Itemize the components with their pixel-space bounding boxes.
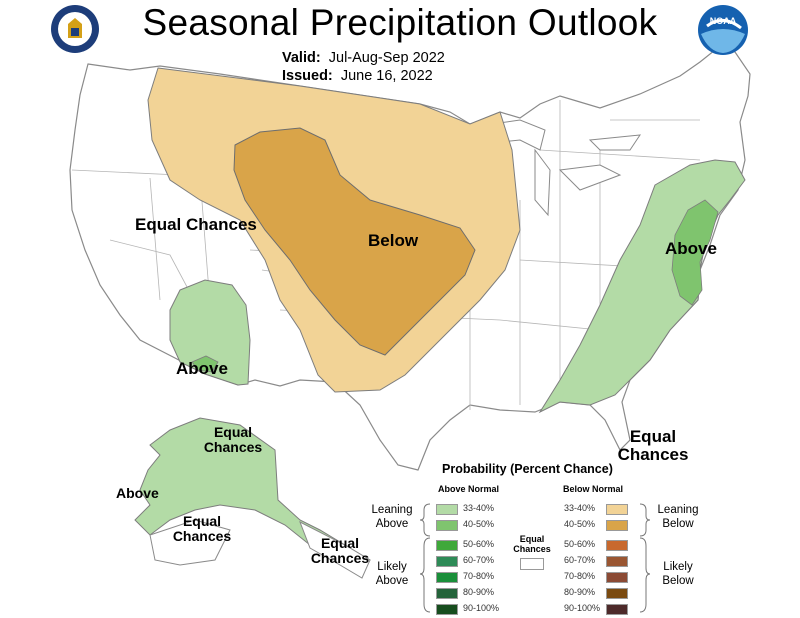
below-swatch-4: [606, 572, 628, 583]
above-swatch-label-4: 70-80%: [463, 571, 495, 581]
map-title: Seasonal Precipitation Outlook: [142, 2, 658, 43]
below-swatch-label-6: 90-100%: [564, 603, 601, 613]
above-swatch-1: [436, 520, 458, 531]
above-swatch-label-1: 40-50%: [463, 519, 495, 529]
label-alaska-above: Above: [116, 485, 159, 501]
valid-label: Valid:: [282, 50, 321, 66]
label-alaska-southeast-equal-chances: Equal Chances: [310, 535, 370, 567]
below-swatch-label-0: 33-40%: [564, 503, 596, 513]
above-swatch-label-3: 60-70%: [463, 555, 495, 565]
below-swatch-label-5: 80-90%: [564, 587, 596, 597]
label-east-above: Above: [665, 239, 717, 258]
legend-equal-chances-label: Equal Chances: [513, 534, 551, 555]
department-of-commerce-seal-icon: [51, 5, 99, 53]
below-swatch-1: [606, 520, 628, 531]
above-swatch-2: [436, 540, 458, 551]
above-swatch-label-5: 80-90%: [463, 587, 495, 597]
above-swatch-5: [436, 588, 458, 599]
below-swatch-label-3: 60-70%: [564, 555, 596, 565]
above-east-40-50-region: [671, 199, 719, 306]
legend-likely-above: Likely Above: [375, 561, 409, 588]
legend-above-header: Above Normal: [438, 484, 500, 494]
label-alaska-south-equal-chances: Equal Chances: [172, 513, 232, 545]
above-southwest-40-50-region: [191, 355, 219, 373]
below-swatch-label-1: 40-50%: [564, 519, 596, 529]
noaa-logo-icon: NOAA: [698, 5, 748, 55]
above-swatch-label-0: 33-40%: [463, 503, 495, 513]
below-swatch-2: [606, 540, 628, 551]
below-swatch-6: [606, 604, 628, 615]
above-swatch-4: [436, 572, 458, 583]
label-southwest-above: Above: [176, 359, 228, 378]
alaska-panhandle: [299, 520, 371, 579]
legend-braces: [419, 503, 651, 613]
below-swatch-label-2: 50-60%: [564, 539, 596, 549]
above-swatch-0: [436, 504, 458, 515]
legend-leaning-below: Leaning Below: [657, 504, 699, 531]
label-central-below: Below: [368, 231, 419, 250]
valid-period: Valid: Jul-Aug-Sep 2022: [282, 50, 445, 66]
label-alaska-north-equal-chances: Equal Chances: [203, 424, 263, 456]
legend-likely-below: Likely Below: [662, 561, 694, 588]
label-west-equal-chances: Equal Chances: [135, 215, 257, 234]
legend-title: Probability (Percent Chance): [442, 462, 613, 476]
legend-leaning-above: Leaning Above: [371, 504, 413, 531]
valid-value: Jul-Aug-Sep 2022: [328, 50, 445, 66]
below-swatch-3: [606, 556, 628, 567]
great-lakes: [484, 119, 642, 217]
below-swatch-label-4: 70-80%: [564, 571, 596, 581]
legend-below-header: Below Normal: [563, 484, 624, 494]
below-40-50-region: [233, 127, 476, 356]
below-swatch-0: [606, 504, 628, 515]
issued-date: Issued: June 16, 2022: [282, 68, 433, 84]
legend-equal-chances-swatch: [520, 558, 544, 570]
above-swatch-label-2: 50-60%: [463, 539, 495, 549]
issued-label: Issued:: [282, 68, 333, 84]
above-southwest-33-40-region: [169, 279, 251, 386]
below-swatch-5: [606, 588, 628, 599]
legend: Probability (Percent Chance) Above Norma…: [360, 460, 800, 618]
issued-value: June 16, 2022: [340, 68, 433, 84]
alaska-south-land: [149, 519, 231, 566]
above-swatch-label-6: 90-100%: [463, 603, 500, 613]
label-southeast-equal-chances: Equal Chances: [617, 427, 689, 465]
svg-text:NOAA: NOAA: [710, 16, 737, 26]
above-swatch-3: [436, 556, 458, 567]
above-swatch-6: [436, 604, 458, 615]
